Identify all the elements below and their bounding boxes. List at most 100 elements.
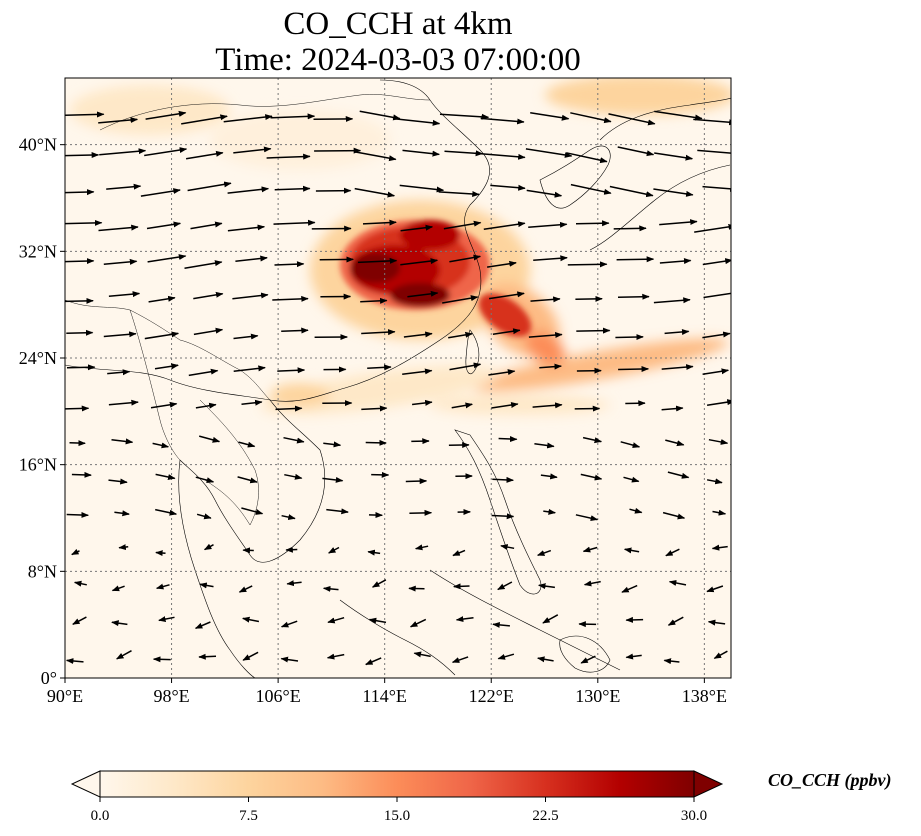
wind-arrow [146, 221, 182, 230]
wind-arrow [486, 260, 517, 268]
wind-arrow [69, 440, 86, 447]
wind-arrow [194, 621, 211, 629]
wind-arrow [227, 224, 266, 232]
wind-arrow [155, 508, 178, 516]
wind-arrow [609, 185, 654, 198]
lon-tick-label: 90°E [47, 686, 83, 706]
wind-arrow [706, 399, 731, 406]
wind-arrow [498, 436, 518, 442]
wind-arrow [530, 112, 570, 121]
wind-arrow [525, 148, 573, 158]
wind-arrow [620, 441, 641, 449]
wind-arrow [71, 471, 92, 478]
wind-arrow [694, 223, 731, 233]
wind-arrow [281, 327, 309, 334]
wind-arrow [409, 618, 427, 628]
colorbar-title: CO_CCH (ppbv) [768, 770, 892, 790]
wind-arrow [144, 331, 180, 340]
wind-arrow [326, 653, 345, 660]
wind-arrow [582, 436, 603, 444]
wind-arrow [659, 258, 692, 265]
wind-arrow [107, 369, 131, 376]
wind-arrow [65, 658, 84, 664]
wind-arrow [528, 221, 568, 228]
wind-arrow [73, 580, 87, 587]
wind-arrow [453, 583, 470, 590]
wind-arrow [451, 656, 469, 664]
wind-arrow [158, 616, 175, 623]
wind-arrow [280, 656, 299, 663]
wind-arrow [199, 435, 221, 443]
wind-arrow [706, 585, 724, 593]
wind-arrow [664, 328, 690, 335]
wind-arrow [108, 291, 141, 298]
wind-arrow [662, 511, 686, 520]
wind-arrow [365, 657, 382, 666]
wind-arrow [152, 442, 170, 449]
wind-arrow [667, 471, 690, 479]
wind-arrow [98, 117, 139, 124]
wind-arrow [193, 291, 224, 300]
wind-arrow [693, 118, 731, 126]
wind-arrow [111, 620, 128, 627]
wind-arrow [155, 583, 170, 590]
colorbar-extend-low [70, 770, 101, 798]
latitude-tick-labels: 0° 8°N 16°N 24°N 32°N 40°N [19, 135, 65, 688]
wind-arrow [272, 295, 309, 302]
wind-arrow [438, 190, 480, 197]
wind-arrow [452, 549, 466, 557]
wind-arrow [665, 548, 680, 557]
wind-arrow [654, 110, 703, 121]
wind-arrow [362, 219, 397, 226]
wind-arrow [621, 584, 638, 593]
wind-arrow [625, 616, 644, 623]
wind-arrow [707, 619, 726, 626]
colorbar-tick-label: 7.5 [239, 808, 258, 824]
wind-arrow [273, 219, 316, 226]
wind-arrow [617, 293, 650, 300]
lon-tick-label: 98°E [153, 686, 189, 706]
wind-arrow [543, 508, 556, 515]
wind-arrow [283, 436, 305, 444]
wind-arrow [233, 333, 259, 340]
wind-arrow [448, 331, 473, 339]
wind-arrow [400, 258, 439, 266]
wind-arrow [99, 148, 147, 156]
lon-tick-label: 138°E [682, 686, 727, 706]
wind-arrow [530, 296, 561, 303]
wind-vectors [65, 110, 731, 666]
wind-arrow [455, 616, 474, 623]
wind-arrow [111, 438, 134, 445]
wind-arrow [280, 620, 298, 628]
lat-tick-label: 16°N [19, 455, 57, 475]
wind-arrow [534, 442, 555, 449]
colorbar: 0.0 7.5 15.0 22.5 30.0 [70, 770, 724, 824]
wind-arrow [106, 183, 142, 190]
wind-arrow [150, 401, 178, 409]
wind-arrow [403, 331, 433, 338]
wind-arrow [402, 149, 440, 157]
wind-arrow [154, 363, 179, 370]
lon-tick-label: 114°E [362, 686, 407, 706]
wind-arrow [281, 514, 296, 521]
wind-arrow [195, 476, 215, 484]
wind-arrow [327, 616, 345, 624]
wind-arrow [148, 295, 176, 303]
lat-tick-label: 24°N [19, 348, 57, 368]
wind-arrow [444, 150, 484, 157]
wind-arrow [702, 185, 731, 192]
wind-arrow [567, 261, 608, 268]
wind-arrow [361, 405, 388, 412]
wind-arrow [661, 364, 694, 371]
wind-arrow [414, 544, 429, 551]
wind-arrow [618, 366, 650, 373]
colorbar-extend-high [693, 770, 724, 798]
wind-arrow [188, 368, 219, 377]
wind-arrow [155, 550, 166, 557]
wind-arrow [492, 621, 510, 628]
wind-arrow [242, 616, 260, 623]
wind-arrow [697, 149, 731, 154]
colorbar-tick-label: 22.5 [532, 808, 558, 824]
wind-arrow [613, 225, 647, 232]
wind-arrow [198, 653, 217, 660]
